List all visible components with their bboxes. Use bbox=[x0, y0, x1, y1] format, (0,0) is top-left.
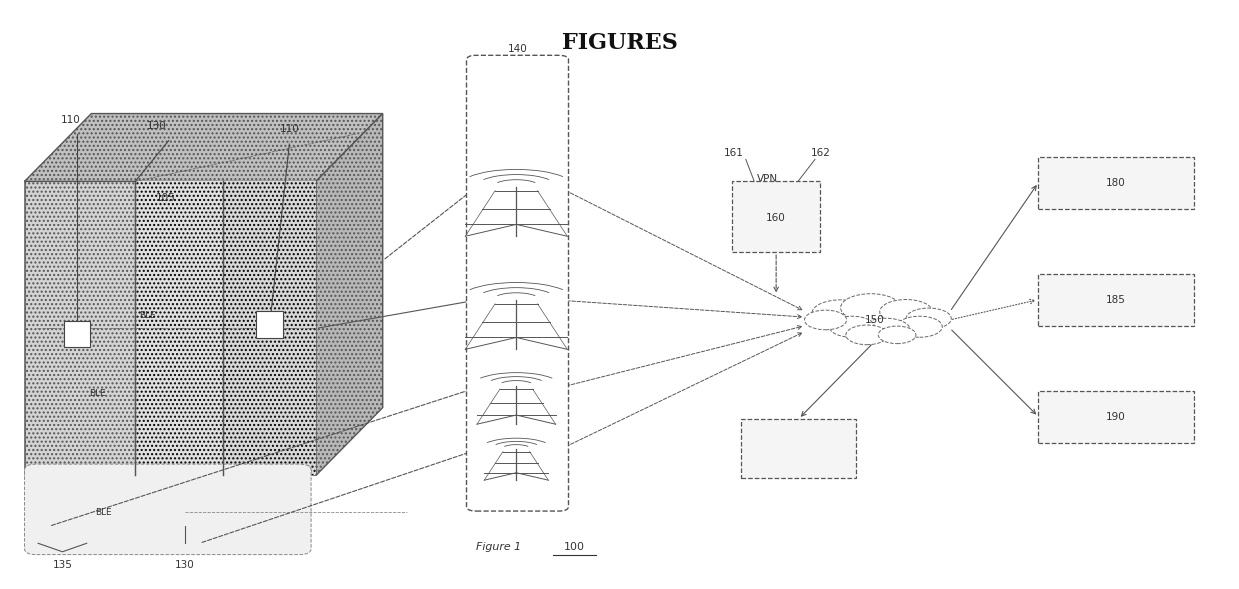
Polygon shape bbox=[25, 114, 383, 181]
Text: BLE: BLE bbox=[95, 508, 112, 517]
FancyBboxPatch shape bbox=[467, 55, 569, 511]
FancyBboxPatch shape bbox=[25, 464, 311, 555]
Circle shape bbox=[829, 316, 875, 337]
Text: BLE: BLE bbox=[139, 311, 156, 320]
Bar bbox=[63, 320, 90, 347]
Bar bbox=[135, 181, 223, 475]
Text: 160: 160 bbox=[766, 213, 786, 223]
Text: 143: 143 bbox=[488, 349, 508, 359]
Text: 162: 162 bbox=[812, 148, 831, 158]
Text: 105: 105 bbox=[156, 193, 176, 203]
Bar bbox=[25, 181, 316, 475]
Circle shape bbox=[846, 325, 888, 345]
Text: 140: 140 bbox=[508, 44, 528, 54]
FancyBboxPatch shape bbox=[1038, 391, 1194, 443]
Text: 161: 161 bbox=[724, 148, 743, 158]
Text: 141: 141 bbox=[488, 140, 508, 150]
Text: 142: 142 bbox=[488, 253, 508, 263]
Text: 180: 180 bbox=[1106, 177, 1126, 187]
Bar bbox=[256, 312, 282, 337]
Text: 110: 110 bbox=[61, 115, 81, 125]
Circle shape bbox=[840, 294, 901, 322]
Circle shape bbox=[880, 300, 933, 324]
Text: 130: 130 bbox=[146, 121, 166, 131]
Polygon shape bbox=[316, 114, 383, 475]
FancyBboxPatch shape bbox=[741, 419, 856, 478]
Bar bbox=[223, 181, 316, 475]
Circle shape bbox=[812, 300, 870, 326]
Text: 130: 130 bbox=[175, 560, 195, 570]
Circle shape bbox=[861, 318, 909, 340]
FancyBboxPatch shape bbox=[1038, 157, 1194, 209]
Circle shape bbox=[804, 310, 846, 330]
Circle shape bbox=[878, 326, 916, 343]
Text: 144: 144 bbox=[488, 418, 508, 428]
Text: Figure 1: Figure 1 bbox=[476, 542, 520, 552]
FancyBboxPatch shape bbox=[732, 181, 820, 252]
Circle shape bbox=[897, 316, 942, 337]
Text: FIGURES: FIGURES bbox=[561, 32, 678, 54]
Text: 110: 110 bbox=[280, 124, 300, 134]
Text: 170: 170 bbox=[789, 444, 809, 454]
Text: BLE: BLE bbox=[89, 389, 105, 398]
Circle shape bbox=[906, 308, 952, 329]
Text: 185: 185 bbox=[1106, 294, 1126, 305]
Text: VPN: VPN bbox=[757, 174, 778, 184]
FancyBboxPatch shape bbox=[1038, 273, 1194, 326]
Text: 150: 150 bbox=[865, 315, 885, 325]
Text: 135: 135 bbox=[52, 560, 72, 570]
Text: 190: 190 bbox=[1106, 412, 1126, 422]
Text: 100: 100 bbox=[564, 542, 585, 552]
